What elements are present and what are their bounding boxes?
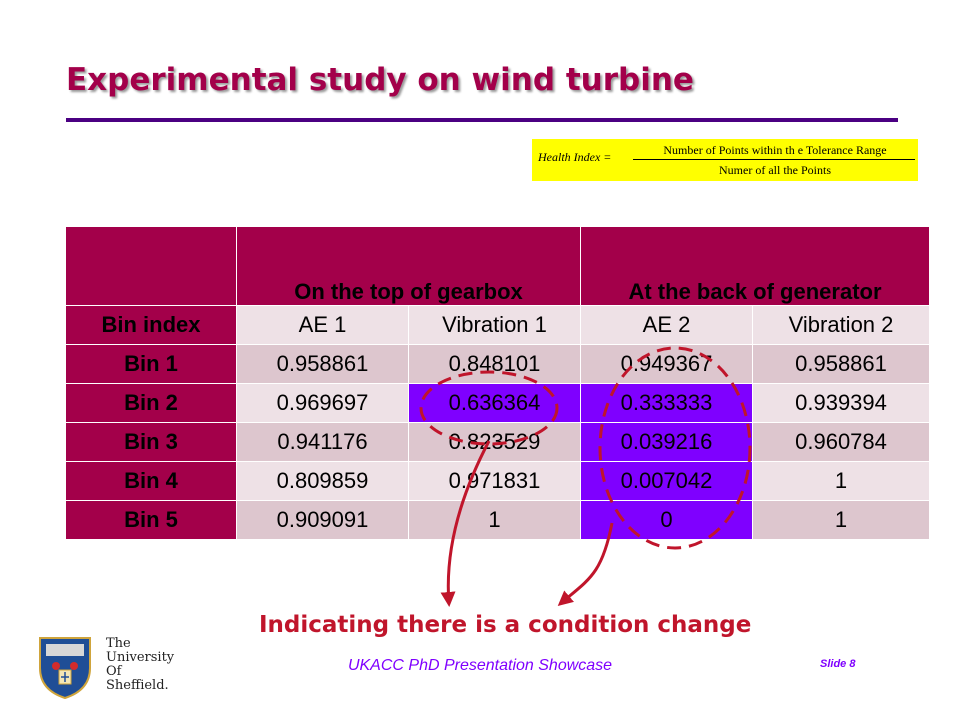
slide-title: Experimental study on wind turbine [66,62,694,98]
column-header-ae1: AE 1 [236,305,409,345]
formula-lhs: Health Index = [538,150,612,164]
row-label: Bin 5 [65,500,237,540]
wordmark-line: Of [106,664,122,679]
health-index-formula: Health Index = Number of Points within t… [532,139,918,181]
table-cell: 0.848101 [408,344,581,384]
table-cell-highlighted: 0.636364 [408,383,581,423]
health-index-table: On the top of gearbox At the back of gen… [65,226,931,540]
row-label: Bin 2 [65,383,237,423]
table-cell: 0.958861 [236,344,409,384]
wordmark-line: The [106,636,131,651]
row-label: Bin 3 [65,422,237,462]
table-row: Bin 1 0.958861 0.848101 0.949367 0.95886… [65,344,931,384]
group-header-generator: At the back of generator [579,226,931,306]
table-cell: 1 [751,500,931,540]
table-cell: 0.939394 [751,383,931,423]
table-cell: 0.958861 [751,344,931,384]
dashed-circle-vibration1 [419,370,559,446]
slide-number: Slide 8 [820,658,856,670]
column-header-vibration2: Vibration 2 [751,305,931,345]
table-row: Bin 5 0.909091 1 0 1 [65,500,931,540]
university-wordmark: The University Of Sheffield. [106,637,174,693]
formula-denominator: Numer of all the Points [719,163,831,177]
table-row: Bin 3 0.941176 0.823529 0.039216 0.96078… [65,422,931,462]
arrow-to-ae2 [557,522,614,606]
table-cell: 0.969697 [236,383,409,423]
table-cell: 0.809859 [236,461,409,501]
table-cell: 0.960784 [751,422,931,462]
table-cell: 0.823529 [408,422,581,462]
dashed-circle-ae2 [598,346,752,550]
column-header-bin-index: Bin index [65,305,237,345]
wordmark-line: University [106,650,175,665]
fraction-bar [633,159,915,160]
condition-change-annotation: Indicating there is a condition change [259,612,752,638]
university-crest-logo [39,637,91,700]
arrow-to-vibration1 [440,440,491,607]
formula-numerator: Number of Points within th e Tolerance R… [663,143,887,157]
table-cell: 0.971831 [408,461,581,501]
table-cell-highlighted: 0.039216 [580,422,753,462]
wordmark-line: Sheffield. [106,678,169,693]
group-header-empty [65,226,237,306]
table-cell: 0.949367 [580,344,753,384]
column-header-vibration1: Vibration 1 [408,305,581,345]
row-label: Bin 4 [65,461,237,501]
table-row: Bin 4 0.809859 0.971831 0.007042 1 [65,461,931,501]
table-cell: 1 [408,500,581,540]
table-cell: 1 [751,461,931,501]
title-underline [66,118,898,122]
footer-text: UKACC PhD Presentation Showcase [347,657,613,674]
table-cell: 0.941176 [236,422,409,462]
